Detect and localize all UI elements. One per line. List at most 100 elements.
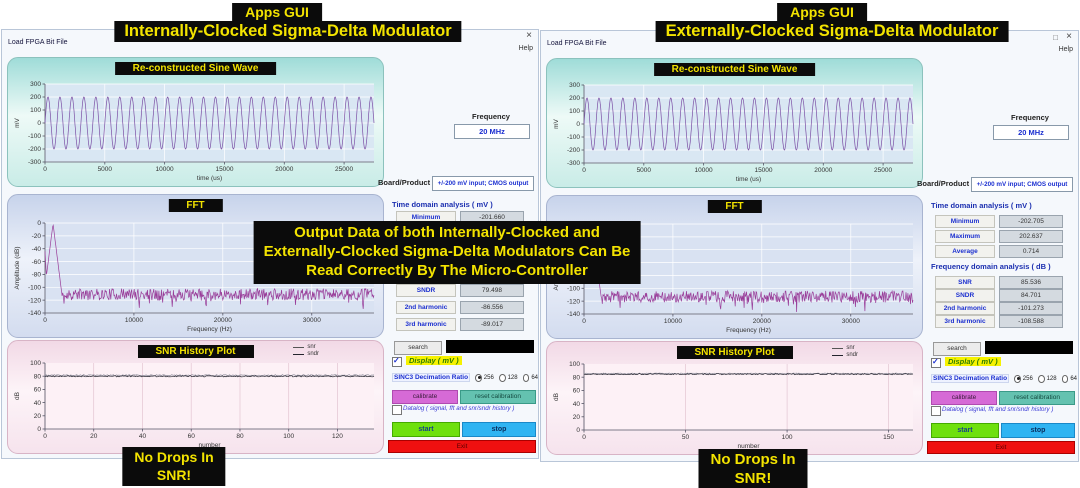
svg-text:-300: -300 bbox=[567, 160, 580, 167]
svg-text:100: 100 bbox=[283, 433, 294, 440]
svg-text:40: 40 bbox=[34, 400, 42, 407]
third-harmonic-label: 3rd harmonic bbox=[935, 315, 995, 328]
sndr-value: 84.701 bbox=[999, 289, 1063, 302]
display-checkbox[interactable] bbox=[931, 357, 941, 368]
svg-text:0: 0 bbox=[37, 120, 41, 127]
svg-text:25000: 25000 bbox=[874, 167, 892, 174]
search-button[interactable]: search bbox=[394, 341, 442, 355]
snr-panel-title: SNR History Plot bbox=[137, 345, 254, 358]
apps-gui-banner-right: Apps GUI bbox=[777, 3, 867, 21]
snr-legend-line bbox=[832, 348, 844, 349]
svg-text:5000: 5000 bbox=[637, 167, 652, 174]
datalog-checkbox[interactable] bbox=[392, 405, 402, 415]
display-label[interactable]: Display ( mV ) bbox=[945, 357, 1001, 366]
reset-calibration-button[interactable]: reset calibration bbox=[460, 390, 536, 404]
third-harmonic-value: -108.588 bbox=[999, 315, 1063, 328]
snr-history-panel: SNR History Plot snr sndr 0 20 40 60 80 100 12… bbox=[7, 340, 384, 454]
svg-text:40: 40 bbox=[573, 401, 581, 408]
board-product-value[interactable]: +/-200 mV input; CMOS output bbox=[971, 177, 1073, 192]
start-button[interactable]: start bbox=[931, 423, 999, 438]
radio-64-label[interactable]: 64 bbox=[1070, 375, 1078, 382]
display-checkbox[interactable] bbox=[392, 356, 402, 367]
reset-calibration-button[interactable]: reset calibration bbox=[999, 391, 1075, 405]
sinc3-label: SINC3 Decimation Ratio bbox=[392, 373, 471, 382]
svg-text:100: 100 bbox=[30, 107, 41, 114]
center-message-line3: Read Correctly By The Micro-Controller bbox=[306, 261, 588, 279]
display-label[interactable]: Display ( mV ) bbox=[406, 356, 462, 365]
svg-text:15000: 15000 bbox=[754, 167, 772, 174]
sinc3-label: SINC3 Decimation Ratio bbox=[931, 374, 1010, 383]
radio-128[interactable] bbox=[498, 373, 506, 382]
search-button[interactable]: search bbox=[933, 342, 981, 356]
calibrate-button[interactable]: calibrate bbox=[392, 390, 458, 404]
svg-text:dB: dB bbox=[14, 392, 21, 400]
svg-text:Frequency (Hz): Frequency (Hz) bbox=[187, 326, 232, 333]
sine-wave-chart: 0 5000 10000 15000 20000 25000 300 200 100 0 -100 -… bbox=[14, 81, 375, 182]
radio-128-label[interactable]: 128 bbox=[1046, 375, 1057, 382]
apps-gui-banner-left: Apps GUI bbox=[232, 3, 322, 21]
svg-text:20000: 20000 bbox=[214, 317, 232, 324]
menu-help[interactable]: Help bbox=[1058, 46, 1073, 53]
svg-text:0: 0 bbox=[576, 427, 580, 434]
svg-text:-100: -100 bbox=[28, 133, 41, 140]
svg-text:80: 80 bbox=[236, 433, 244, 440]
svg-text:-140: -140 bbox=[567, 311, 580, 318]
stop-button[interactable]: stop bbox=[462, 422, 536, 437]
radio-256-label[interactable]: 256 bbox=[483, 374, 494, 381]
externally-clocked-title-banner: Externally-Clocked Sigma-Delta Modulator bbox=[655, 21, 1009, 42]
svg-text:80: 80 bbox=[34, 373, 42, 380]
frequency-value[interactable]: 20 MHz bbox=[993, 125, 1069, 140]
restore-icon[interactable]: □ bbox=[1053, 33, 1058, 42]
svg-text:20: 20 bbox=[573, 414, 581, 421]
start-button[interactable]: start bbox=[392, 422, 460, 437]
svg-text:50: 50 bbox=[682, 434, 690, 441]
radio-256[interactable] bbox=[475, 373, 482, 382]
sndr-legend-label: sndr bbox=[846, 352, 858, 358]
close-icon[interactable]: × bbox=[526, 30, 532, 41]
menu-help[interactable]: Help bbox=[518, 45, 533, 52]
svg-text:0: 0 bbox=[43, 433, 47, 440]
close-icon[interactable]: × bbox=[1066, 31, 1072, 42]
radio-64[interactable] bbox=[522, 373, 530, 382]
radio-64-label[interactable]: 64 bbox=[531, 374, 539, 381]
svg-text:10000: 10000 bbox=[664, 318, 682, 325]
time-domain-header: Time domain analysis ( mV ) bbox=[392, 200, 493, 209]
menu-load-fpga[interactable]: Load FPGA Bit File bbox=[8, 39, 68, 46]
minimum-label: Minimum bbox=[935, 215, 995, 228]
snr-history-chart: 0 20 40 60 80 100 120 0 20 40 60 80 100 number dB bbox=[14, 360, 375, 449]
radio-128-label[interactable]: 128 bbox=[507, 374, 518, 381]
svg-text:10000: 10000 bbox=[125, 317, 143, 324]
svg-text:-120: -120 bbox=[567, 298, 580, 305]
sine-panel-title: Re-constructed Sine Wave bbox=[114, 62, 277, 75]
svg-text:30000: 30000 bbox=[842, 318, 860, 325]
svg-text:0: 0 bbox=[576, 121, 580, 128]
frequency-value[interactable]: 20 MHz bbox=[454, 124, 530, 139]
menu-load-fpga[interactable]: Load FPGA Bit File bbox=[547, 40, 607, 47]
datalog-label[interactable]: Datalog ( signal, fft and snr/sndr histo… bbox=[403, 405, 515, 412]
radio-256-label[interactable]: 256 bbox=[1022, 375, 1033, 382]
radio-128[interactable] bbox=[1037, 374, 1045, 383]
frequency-domain-header: Frequency domain analysis ( dB ) bbox=[931, 262, 1051, 271]
svg-text:5000: 5000 bbox=[98, 166, 113, 173]
svg-text:-20: -20 bbox=[32, 233, 42, 240]
sndr-label: SNDR bbox=[396, 284, 456, 297]
center-message-line1: Output Data of both Internally-Clocked a… bbox=[294, 224, 600, 241]
svg-text:300: 300 bbox=[569, 82, 580, 89]
no-drops-line2: SNR! bbox=[156, 466, 192, 483]
calibrate-button[interactable]: calibrate bbox=[931, 391, 997, 405]
radio-64[interactable] bbox=[1061, 374, 1069, 383]
exit-button[interactable]: Exit bbox=[388, 440, 536, 453]
svg-text:10000: 10000 bbox=[695, 167, 713, 174]
svg-text:20: 20 bbox=[90, 433, 98, 440]
datalog-label[interactable]: Datalog ( signal, fft and snr/sndr histo… bbox=[942, 406, 1054, 413]
second-harmonic-value: -86.556 bbox=[460, 301, 524, 314]
board-product-value[interactable]: +/-200 mV input; CMOS output bbox=[432, 176, 534, 191]
radio-256[interactable] bbox=[1014, 374, 1021, 383]
datalog-checkbox[interactable] bbox=[931, 406, 941, 416]
svg-text:100: 100 bbox=[569, 361, 580, 368]
stop-button[interactable]: stop bbox=[1001, 423, 1075, 438]
svg-text:0: 0 bbox=[43, 166, 47, 173]
exit-button[interactable]: Exit bbox=[927, 441, 1075, 454]
no-drops-line1: No Drops In bbox=[710, 451, 796, 468]
